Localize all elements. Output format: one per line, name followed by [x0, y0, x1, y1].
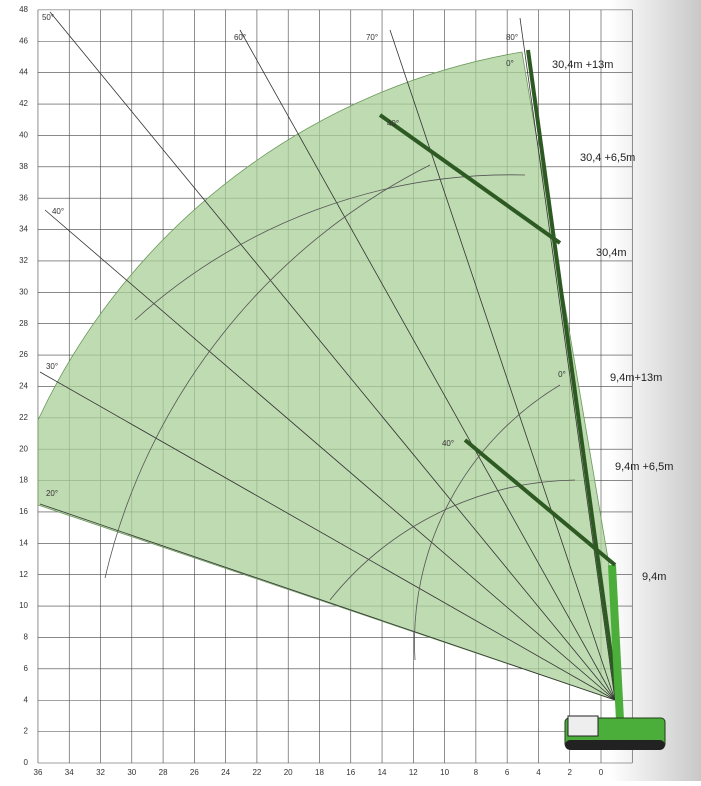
x-tick-label: 18 [315, 768, 324, 777]
y-tick-label: 0 [24, 758, 29, 767]
y-tick-label: 28 [19, 319, 28, 328]
angle-label: 40° [52, 207, 64, 216]
y-tick-label: 12 [19, 570, 28, 579]
working-range [37, 51, 616, 701]
angle-label: 30° [46, 362, 58, 371]
y-tick-label: 16 [19, 507, 28, 516]
angle-lines [39, 11, 616, 701]
angle-label: 50° [42, 13, 54, 22]
y-tick-label: 22 [19, 413, 28, 422]
x-tick-label: 28 [159, 768, 168, 777]
x-tick-label: 14 [378, 768, 387, 777]
x-tick-label: 8 [474, 768, 479, 777]
boom-label: 9,4m+13m [610, 372, 662, 384]
side-shade [610, 0, 701, 781]
y-tick-label: 10 [19, 601, 28, 610]
angle-label: 80° [506, 33, 518, 42]
x-tick-label: 0 [599, 768, 604, 777]
angle-label: 0° [506, 59, 514, 68]
angle-label: 40° [387, 119, 399, 128]
y-tick-label: 24 [19, 382, 28, 391]
x-tick-label: 16 [346, 768, 355, 777]
y-tick-label: 32 [19, 256, 28, 265]
angle-label: 40° [442, 439, 454, 448]
x-tick-label: 34 [65, 768, 74, 777]
y-tick-label: 46 [19, 36, 28, 45]
x-tick-label: 24 [221, 768, 230, 777]
angle-label: 0° [558, 370, 566, 379]
x-tick-label: 4 [536, 768, 541, 777]
y-tick-label: 18 [19, 476, 28, 485]
x-tick-label: 26 [190, 768, 199, 777]
x-tick-label: 12 [409, 768, 418, 777]
crane [378, 49, 666, 750]
angle-label: 60° [234, 33, 246, 42]
x-tick-label: 36 [34, 768, 43, 777]
x-tick-label: 20 [284, 768, 293, 777]
boom-label: 9,4m [642, 571, 666, 583]
y-tick-label: 4 [24, 695, 29, 704]
y-tick-label: 2 [24, 727, 29, 736]
y-tick-label: 36 [19, 193, 28, 202]
y-tick-label: 6 [24, 664, 29, 673]
boom-label: 9,4m +6,5m [615, 461, 673, 473]
boom-label: 30,4m +13m [552, 59, 613, 71]
x-tick-label: 22 [252, 768, 261, 777]
boom-label: 30,4m [596, 247, 627, 259]
y-tick-label: 42 [19, 99, 28, 108]
y-tick-label: 30 [19, 287, 28, 296]
x-tick-label: 30 [127, 768, 136, 777]
y-tick-label: 34 [19, 225, 28, 234]
y-tick-label: 20 [19, 444, 28, 453]
angle-label: 70° [366, 33, 378, 42]
y-tick-label: 48 [19, 5, 28, 14]
y-tick-label: 38 [19, 162, 28, 171]
y-tick-label: 44 [19, 68, 28, 77]
x-tick-label: 2 [567, 768, 572, 777]
y-tick-label: 8 [24, 633, 29, 642]
x-tick-label: 32 [96, 768, 105, 777]
y-tick-label: 40 [19, 131, 28, 140]
x-tick-label: 6 [505, 768, 510, 777]
angle-label: 20° [46, 489, 58, 498]
boom-label: 30,4 +6,5m [580, 152, 635, 164]
y-tick-label: 26 [19, 350, 28, 359]
y-tick-label: 14 [19, 538, 28, 547]
x-tick-label: 10 [440, 768, 449, 777]
